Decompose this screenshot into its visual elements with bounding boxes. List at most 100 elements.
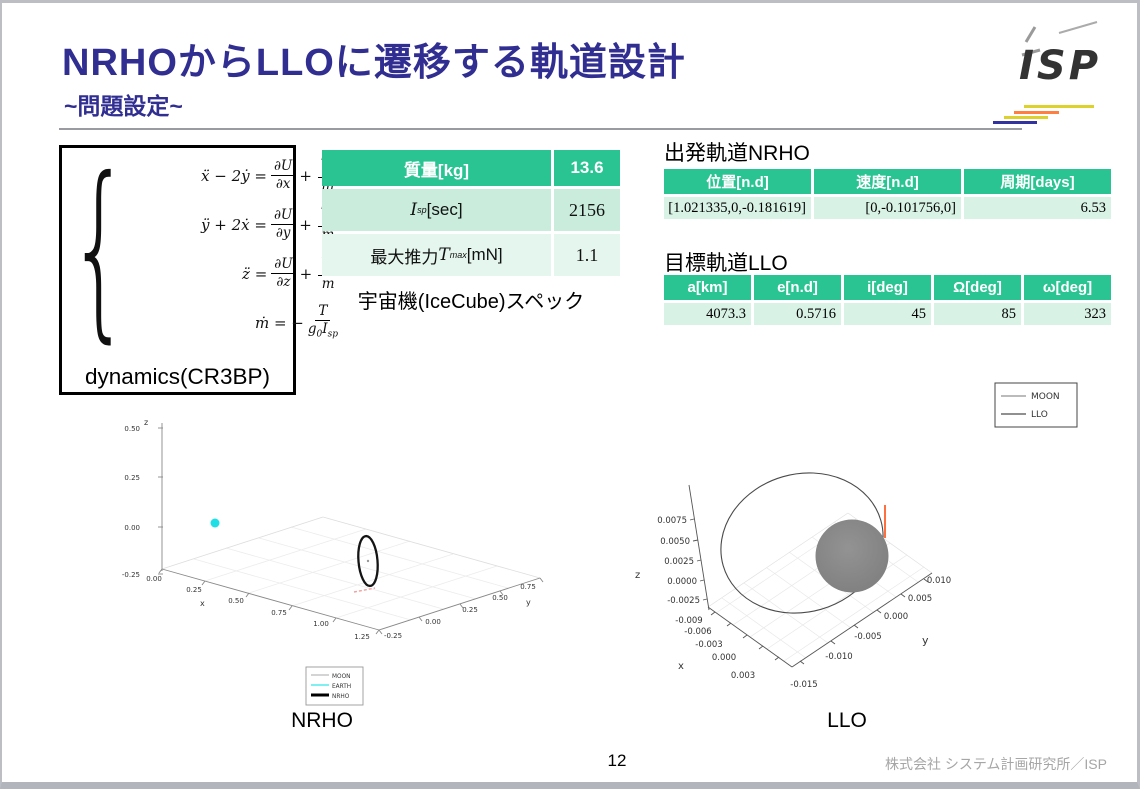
table-cell: 45 — [844, 303, 931, 325]
llo-y-ticks: 0.010 0.005 0.000 -0.005 -0.010 -0.015 — [790, 576, 951, 690]
svg-text:-0.003: -0.003 — [695, 640, 722, 650]
equation-system: { ẍ − 2ẏ = ∂U∂x + Txm ÿ + 2ẋ = ∂U∂y + Ty… — [68, 150, 340, 348]
svg-text:0.00: 0.00 — [124, 524, 140, 532]
svg-text:0.50: 0.50 — [228, 597, 244, 605]
svg-text:-0.005: -0.005 — [854, 632, 881, 642]
svg-text:EARTH: EARTH — [332, 684, 351, 690]
llo-table-heading: 目標軌道LLO — [664, 252, 788, 275]
nrho-plot: 0.50 0.25 0.00 -0.25 0.00 0.25 0.50 0.75… — [122, 418, 544, 706]
svg-text:0.25: 0.25 — [186, 586, 202, 594]
svg-text:0.50: 0.50 — [124, 425, 140, 433]
svg-text:-0.010: -0.010 — [825, 652, 852, 662]
table-cell: 0.5716 — [754, 303, 841, 325]
dynamics-box: { ẍ − 2ẏ = ∂U∂x + Txm ÿ + 2ẋ = ∂U∂y + Ty… — [59, 145, 338, 395]
svg-text:0.00: 0.00 — [425, 618, 441, 626]
nrho-table-heading: 出発軌道NRHO — [664, 142, 810, 165]
column-header: ω[deg] — [1024, 275, 1111, 300]
svg-text:-0.25: -0.25 — [122, 571, 140, 579]
nrho-plot-caption: NRHO — [291, 709, 353, 732]
page-title: NRHOからLLOに遷移する軌道設計 — [62, 42, 686, 84]
footer-company: 株式会社 システム計画研究所／ISP — [884, 756, 1107, 772]
svg-text:-0.0025: -0.0025 — [667, 596, 700, 606]
spec-header-label: 質量[kg] — [322, 150, 551, 186]
svg-text:0.0050: 0.0050 — [660, 537, 690, 547]
equation-x: ẍ − 2ẏ = ∂U∂x + Txm — [154, 151, 340, 200]
llo-x-ticks: -0.009 -0.006 -0.003 0.000 0.003 — [675, 616, 755, 681]
svg-text:0.005: 0.005 — [908, 594, 932, 604]
column-header: 位置[n.d] — [664, 169, 811, 194]
column-header: i[deg] — [844, 275, 931, 300]
nrho-orbit — [357, 534, 379, 588]
logo-bar-navy — [993, 121, 1037, 124]
spec-caption: 宇宙機(IceCube)スペック — [357, 291, 585, 313]
column-header: e[n.d] — [754, 275, 841, 300]
nrho-x-label: x — [200, 599, 205, 608]
header-rule — [59, 128, 1022, 130]
svg-text:MOON: MOON — [332, 674, 350, 680]
svg-text:0.000: 0.000 — [712, 653, 736, 663]
llo-floor-grid — [707, 512, 933, 662]
column-header: Ω[deg] — [934, 275, 1021, 300]
svg-text:LLO: LLO — [1031, 410, 1048, 420]
nrho-floor-grid — [161, 516, 541, 621]
nrho-y-label: y — [526, 598, 531, 607]
llo-legend: MOON LLO — [994, 382, 1078, 428]
svg-text:0.25: 0.25 — [462, 606, 478, 614]
llo-table: a[km] e[n.d] i[deg] Ω[deg] ω[deg] 4073.3… — [664, 275, 1111, 325]
svg-text:1.25: 1.25 — [354, 633, 370, 641]
svg-text:-0.25: -0.25 — [384, 632, 402, 640]
earth-marker — [210, 518, 220, 528]
nrho-x-ticks: 0.00 0.25 0.50 0.75 1.00 1.25 — [146, 575, 370, 641]
page-number: 12 — [607, 751, 627, 770]
svg-text:0.0000: 0.0000 — [667, 577, 697, 587]
logo-spark-icon — [1024, 26, 1037, 43]
svg-text:NRHO: NRHO — [332, 694, 350, 700]
svg-text:1.00: 1.00 — [313, 620, 329, 628]
svg-text:MOON: MOON — [1031, 392, 1060, 402]
svg-text:0.25: 0.25 — [124, 474, 140, 482]
nrho-z-label: z — [144, 418, 148, 427]
column-header: 周期[days] — [964, 169, 1111, 194]
svg-text:0.0075: 0.0075 — [657, 516, 687, 526]
llo-plot: 0.0075 0.0050 0.0025 0.0000 -0.0025 -0.0… — [635, 382, 1078, 690]
svg-text:-0.009: -0.009 — [675, 616, 702, 626]
svg-text:0.000: 0.000 — [884, 612, 908, 622]
nrho-axes — [158, 423, 544, 635]
column-header: a[km] — [664, 275, 751, 300]
page-subtitle: ~問題設定~ — [64, 93, 183, 119]
nrho-table: 位置[n.d] 速度[n.d] 周期[days] [1.021335,0,-0.… — [664, 169, 1111, 219]
spec-thrust-value: 1.1 — [554, 234, 620, 276]
logo-bar-yellow-1 — [1024, 105, 1094, 108]
logo-bar-orange — [1014, 111, 1059, 114]
spec-header-value: 13.6 — [554, 150, 620, 186]
svg-text:-0.006: -0.006 — [684, 627, 711, 637]
table-cell: 4073.3 — [664, 303, 751, 325]
table-cell: 6.53 — [964, 197, 1111, 219]
moon-sphere — [815, 519, 889, 593]
spec-isp-value: 2156 — [554, 189, 620, 231]
table-cell: 85 — [934, 303, 1021, 325]
nrho-z-ticks: 0.50 0.25 0.00 -0.25 — [122, 425, 140, 579]
logo-bar-yellow-2 — [1004, 116, 1048, 119]
svg-text:-0.015: -0.015 — [790, 680, 817, 690]
llo-axes — [688, 484, 933, 668]
equation-z: z̈ = ∂U∂z + Tzm — [154, 249, 340, 298]
column-header: 速度[n.d] — [814, 169, 961, 194]
dynamics-label: dynamics(CR3BP) — [84, 364, 271, 389]
svg-text:0.00: 0.00 — [146, 575, 162, 583]
llo-z-label: z — [635, 570, 640, 581]
svg-text:0.50: 0.50 — [492, 594, 508, 602]
llo-z-ticks: 0.0075 0.0050 0.0025 0.0000 -0.0025 — [657, 516, 700, 606]
equation-y: ÿ + 2ẋ = ∂U∂y + Tym — [154, 200, 340, 249]
nrho-y-ticks: 0.75 0.50 0.25 0.00 -0.25 — [384, 583, 536, 640]
brace-glyph: { — [68, 137, 131, 361]
llo-orbit — [720, 472, 884, 614]
isp-logo: ISP — [1019, 21, 1098, 89]
nrho-legend: MOON EARTH NRHO — [305, 666, 364, 706]
moon-marker — [366, 559, 370, 563]
